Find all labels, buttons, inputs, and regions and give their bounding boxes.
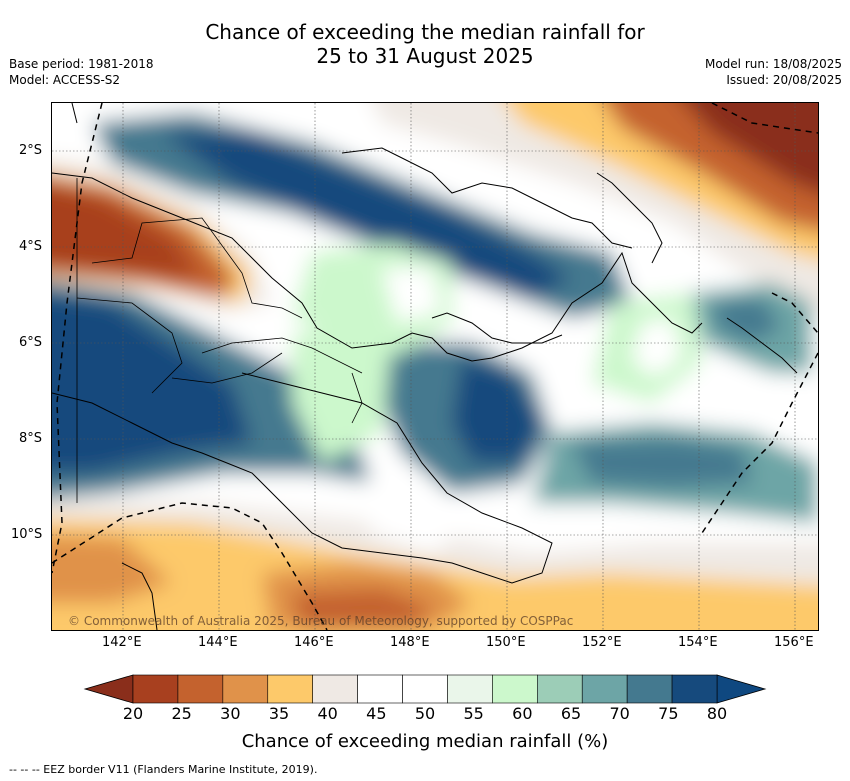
lat-label-6s: 6°S (19, 335, 43, 350)
colorbar-cell (132, 674, 179, 704)
colorbar-tick-label: 20 (122, 704, 144, 723)
colorbar-tick-label: 80 (706, 704, 728, 723)
lon-label-146e: 146°E (294, 635, 334, 650)
copyright-notice: © Commonwealth of Australia 2025, Bureau… (68, 614, 574, 628)
colorbar-cell (267, 674, 313, 704)
lat-label-4s: 4°S (19, 239, 43, 254)
lon-label-150e: 150°E (486, 635, 526, 650)
colorbar-tick-label: 40 (317, 704, 338, 723)
colorbar-cell (671, 674, 718, 704)
colorbar-tick-label: 65 (560, 704, 582, 723)
colorbar-cell (402, 674, 448, 704)
colorbar-cell (492, 674, 538, 704)
colorbar-tick-label: 35 (268, 704, 290, 723)
rainfall-field (52, 103, 818, 630)
rainfall-map-canvas (52, 103, 818, 630)
lon-label-142e: 142°E (102, 635, 142, 650)
model-label: Model: ACCESS-S2 (9, 73, 121, 87)
issued-label: Issued: 20/08/2025 (726, 73, 842, 87)
colorbar-cell (581, 674, 628, 704)
model-run-label: Model run: 18/08/2025 (704, 57, 842, 71)
colorbar-cell (177, 674, 224, 704)
colorbar-tick-label: 50 (414, 704, 436, 723)
colorbar-tick-label: 70 (609, 704, 630, 723)
colorbar-cell (312, 674, 358, 704)
lat-label-2s: 2°S (19, 143, 43, 158)
lon-label-144e: 144°E (198, 635, 238, 650)
lat-label-8s: 8°S (19, 431, 43, 446)
colorbar (83, 674, 767, 704)
colorbar-tick-label: 60 (512, 704, 533, 723)
colorbar-tick-label: 55 (463, 704, 484, 723)
colorbar-cell (447, 674, 493, 704)
colorbar-cell (537, 674, 583, 704)
colorbar-cell (626, 674, 673, 704)
chart-title-line2: 25 to 31 August 2025 (316, 44, 534, 68)
colorbar-cell (222, 674, 269, 704)
lon-label-152e: 152°E (582, 635, 622, 650)
colorbar-tick-label: 30 (220, 704, 241, 723)
colorbar-tick-label: 45 (366, 704, 387, 723)
colorbar-cell (357, 674, 403, 704)
rainfall-map (51, 102, 819, 631)
lon-label-148e: 148°E (390, 635, 430, 650)
eez-footnote: -- -- -- EEZ border V11 (Flanders Marine… (9, 763, 318, 776)
province-borders (76, 178, 363, 503)
colorbar-cells (132, 674, 718, 704)
eez-borders (52, 103, 818, 630)
graticule (52, 103, 818, 630)
colorbar-high-extension (716, 674, 767, 704)
colorbar-tick-label: 25 (171, 704, 192, 723)
base-period-label: Base period: 1981-2018 (9, 57, 154, 71)
colorbar-tick-label: 75 (658, 704, 679, 723)
coastlines (52, 103, 798, 630)
colorbar-title: Chance of exceeding median rainfall (%) (241, 731, 609, 752)
lat-label-10s: 10°S (11, 527, 43, 542)
colorbar-low-extension (83, 674, 134, 704)
chart-title-line1: Chance of exceeding the median rainfall … (205, 20, 645, 44)
lon-label-154e: 154°E (678, 635, 718, 650)
lon-label-156e: 156°E (774, 635, 814, 650)
